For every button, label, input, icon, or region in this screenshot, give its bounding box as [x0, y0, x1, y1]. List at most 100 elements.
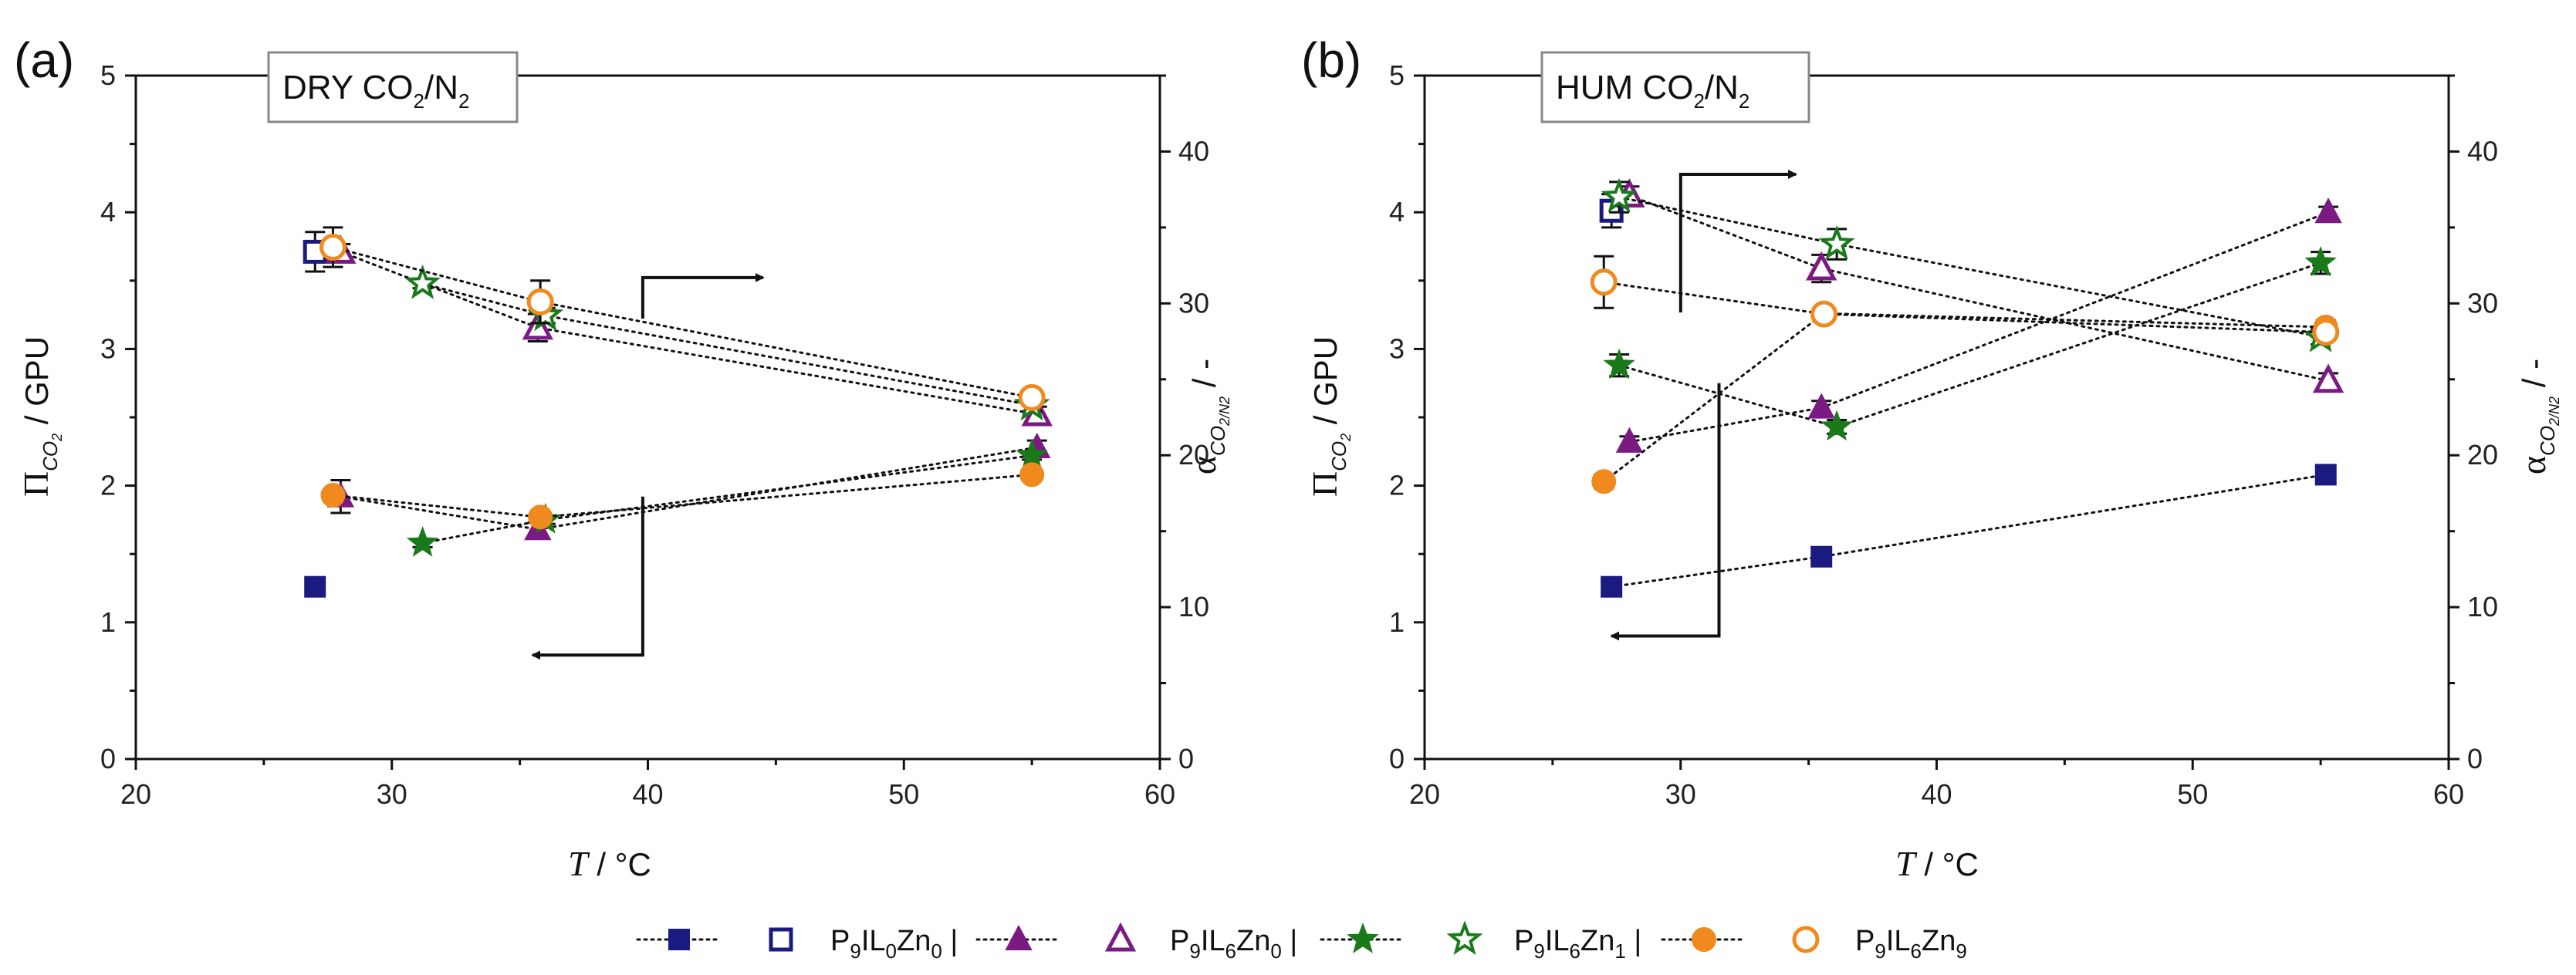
legend-marker	[668, 929, 690, 950]
arrow-left	[1610, 383, 1721, 641]
data-point	[2314, 464, 2337, 486]
plot-frame	[1423, 74, 2450, 761]
x-tick-label: 20	[120, 778, 151, 810]
y-left-label: ΠCO2 / GPU	[1305, 336, 1354, 497]
condition-sub: 2	[458, 89, 469, 113]
data-point	[319, 233, 347, 261]
data-point	[528, 504, 553, 530]
condition-label: DRY CO	[282, 69, 414, 106]
data-point	[1810, 300, 1838, 328]
y-left-tick-label: 1	[1389, 606, 1405, 638]
x-tick-label: 20	[1409, 778, 1440, 810]
y-right-tick-label: 30	[1178, 287, 1209, 319]
svg-text:T / °C: T / °C	[1895, 844, 1979, 883]
panel-letter: (b)	[1301, 32, 1361, 88]
x-tick-label: 50	[2177, 778, 2208, 810]
data-point	[1615, 427, 1644, 453]
data-point	[1818, 224, 1855, 260]
legend-item-P9IL6Zn1: P9IL6Zn1 |	[1320, 920, 1641, 963]
y-right-tick-label: 20	[2467, 439, 2498, 471]
x-tick-label: 60	[1144, 778, 1175, 810]
legend-marker	[769, 927, 793, 952]
svg-text:T / °C: T / °C	[568, 844, 651, 883]
data-point	[2314, 197, 2342, 224]
data-point	[1590, 268, 1618, 296]
y-left-tick-label: 0	[1389, 743, 1405, 774]
legend-item-P9IL6Zn9: P9IL6Zn9	[1661, 925, 1967, 963]
legend-marker	[1347, 923, 1379, 953]
x-tick-label: 40	[1921, 778, 1952, 810]
condition-box: DRY CO2/N2	[267, 51, 519, 123]
legend: P9IL0Zn0 | P9IL6Zn0 | P9IL6Zn1 | P9IL6Zn9	[636, 920, 1967, 963]
x-tick-label: 40	[632, 778, 663, 810]
y-right-tick-label: 40	[2467, 135, 2498, 167]
series-P9IL6Zn0-left	[1615, 197, 2342, 453]
svg-text:αCO2/N2 / -: αCO2/N2 / -	[1184, 359, 1232, 474]
series-P9IL6Zn0-right	[1614, 178, 2344, 393]
series-P9IL0Zn0-left	[1601, 464, 2337, 598]
condition-sub: 2	[414, 89, 424, 113]
series-line	[1602, 312, 2328, 483]
legend-item-P9IL0Zn0: P9IL0Zn0 |	[636, 925, 958, 963]
data-point	[1810, 545, 1833, 568]
y-right-label: αCO2/N2 / -	[1184, 359, 1232, 474]
panel-b: (b) HUM CO2/N2 T / °C ΠCO2 / GPU αCO2/N2…	[1301, 32, 2562, 883]
data-point	[1820, 410, 1853, 441]
svg-text:ΠCO2 / GPU: ΠCO2 / GPU	[1305, 336, 1354, 497]
data-point	[2304, 245, 2337, 277]
condition-mid: /N	[1705, 69, 1739, 106]
series-P9IL6Zn0-left	[326, 432, 1051, 541]
data-point	[526, 288, 554, 315]
data-point	[406, 526, 439, 557]
legend-label: P9IL6Zn9	[1855, 925, 1967, 963]
legend-marker	[1104, 922, 1137, 952]
y-right-tick-label: 10	[1178, 591, 1209, 622]
svg-text:αCO2/N2 / -: αCO2/N2 / -	[2513, 359, 2562, 474]
y-left-tick-label: 0	[100, 743, 116, 774]
arrow-right	[1678, 170, 1797, 313]
legend-marker	[1692, 927, 1716, 952]
data-point	[1019, 462, 1045, 488]
condition-mid: /N	[424, 69, 458, 106]
x-tick-label: 60	[2433, 778, 2464, 810]
series-line	[1618, 261, 2322, 428]
panel-a: (a) DRY CO2/N2 T / °C ΠCO2 / GPU αCO2/N2…	[14, 32, 1232, 883]
condition-label: HUM CO	[1556, 69, 1693, 106]
data-point	[1016, 438, 1048, 470]
series-line	[1610, 473, 2328, 589]
y-left-tick-label: 5	[1389, 59, 1405, 91]
series-line	[1618, 196, 2322, 339]
y-right-tick-label: 10	[2467, 591, 2498, 622]
condition-sub: 2	[1693, 89, 1704, 113]
data-point	[2312, 363, 2344, 393]
svg-text:ΠCO2 / GPU: ΠCO2 / GPU	[16, 336, 65, 497]
y-right-tick-label: 0	[2467, 743, 2483, 774]
data-point	[1601, 575, 1623, 598]
data-point	[1591, 469, 1617, 494]
x-tick-label: 30	[1665, 778, 1696, 810]
series-line	[339, 446, 1039, 531]
legend-label: P9IL6Zn1 |	[1514, 925, 1641, 963]
svg-text:HUM CO2/N2: HUM CO2/N2	[1556, 69, 1749, 113]
arrow-left	[531, 496, 644, 660]
series-line	[331, 473, 1033, 518]
data-point	[404, 264, 441, 299]
y-right-tick-label: 30	[2467, 287, 2498, 319]
x-axis-symbol: T	[568, 844, 590, 883]
y-left-tick-label: 4	[100, 196, 116, 228]
series-P9IL6Zn9-left	[320, 462, 1045, 530]
condition-sub: 2	[1739, 89, 1749, 113]
data-point	[304, 575, 326, 598]
x-axis-unit: / °C	[1915, 846, 1979, 882]
legend-label: P9IL6Zn0 |	[1170, 925, 1297, 963]
series-P9IL6Zn1-left	[1603, 245, 2337, 441]
legend-marker	[1792, 926, 1820, 953]
legend-marker	[1446, 920, 1483, 956]
legend-label: P9IL0Zn0 |	[830, 925, 958, 963]
x-axis-unit: / °C	[588, 846, 651, 882]
legend-marker	[1005, 924, 1033, 950]
series-line	[421, 282, 1033, 407]
data-point	[1806, 251, 1837, 281]
data-point	[320, 483, 346, 508]
